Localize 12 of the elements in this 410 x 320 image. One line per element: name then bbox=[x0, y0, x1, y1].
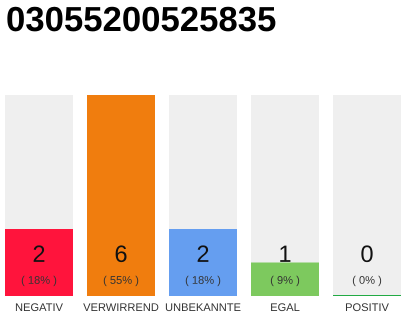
data-label: 2 ( 18% ) bbox=[22, 245, 56, 286]
data-label: 2 ( 18% ) bbox=[186, 245, 220, 286]
data-label: 6 ( 55% ) bbox=[104, 245, 138, 286]
x-tick-label: UNBEKANNTE bbox=[166, 303, 240, 312]
x-tick-label: VERWIRREND bbox=[83, 303, 158, 311]
data-label: 0 ( 0% ) bbox=[352, 245, 382, 286]
data-label: 1 ( 9% ) bbox=[270, 246, 300, 286]
chart-title: 03055200525835 bbox=[7, 6, 276, 32]
bar bbox=[251, 262, 319, 296]
x-tick-label: POSITIV bbox=[346, 303, 389, 312]
x-tick-label: EGAL bbox=[271, 303, 300, 312]
x-tick-label: NEGATIV bbox=[16, 303, 63, 312]
